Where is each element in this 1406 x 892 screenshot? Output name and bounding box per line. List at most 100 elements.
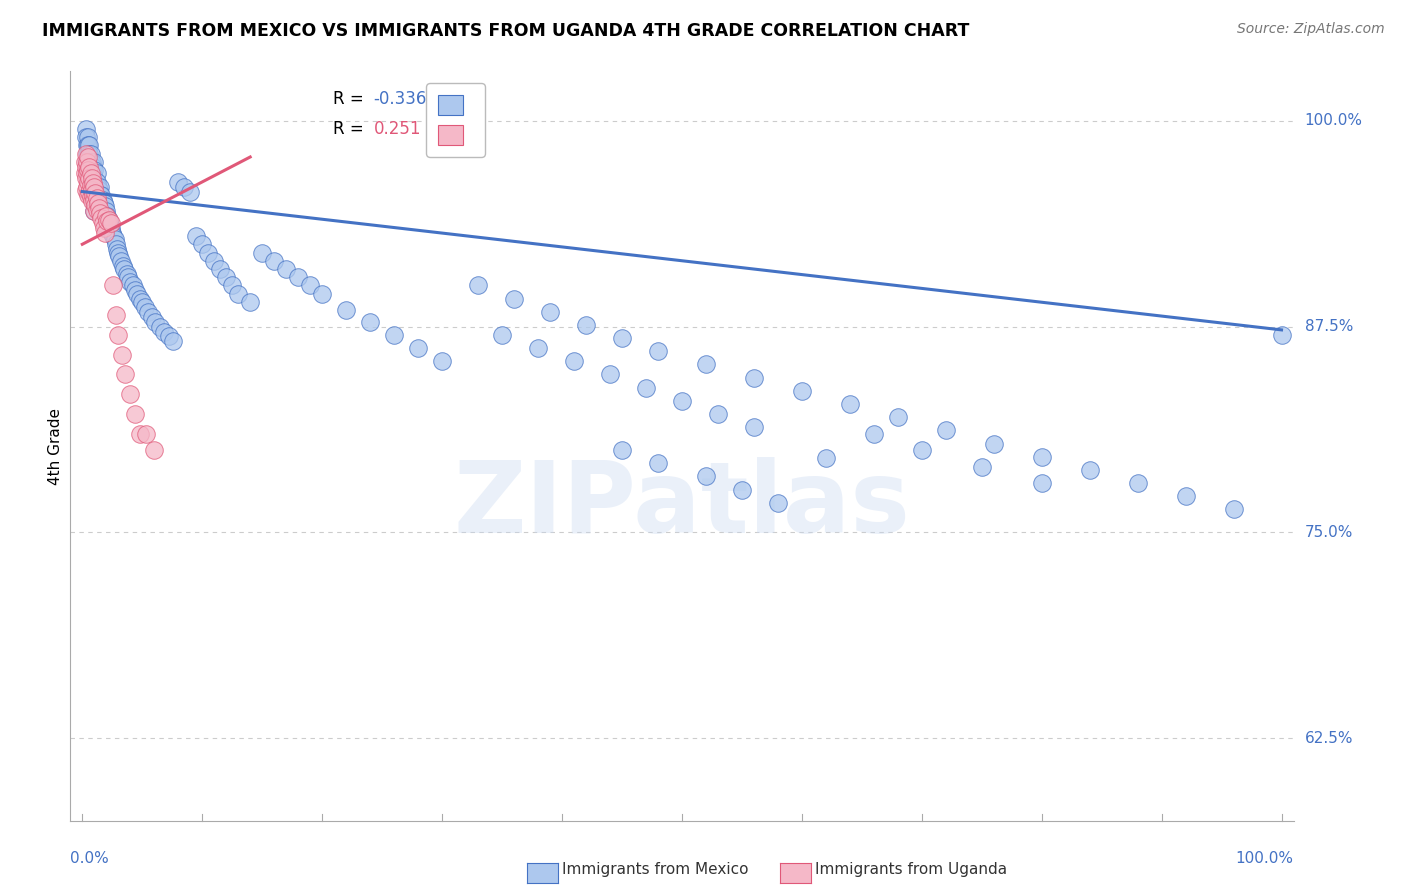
Text: 52: 52 bbox=[456, 120, 477, 138]
Point bbox=[191, 237, 214, 252]
Point bbox=[983, 436, 1005, 450]
Point bbox=[83, 204, 105, 219]
Point bbox=[634, 380, 657, 394]
Point bbox=[79, 155, 101, 169]
Point bbox=[79, 171, 101, 186]
Point bbox=[124, 284, 146, 298]
Point bbox=[97, 212, 120, 227]
Point bbox=[112, 262, 135, 277]
Point bbox=[91, 216, 114, 230]
Point bbox=[91, 193, 114, 207]
Point bbox=[107, 327, 129, 342]
Point bbox=[162, 334, 184, 349]
Point bbox=[107, 245, 129, 260]
Point bbox=[77, 138, 100, 153]
Point bbox=[131, 294, 153, 309]
Point bbox=[79, 146, 101, 161]
Point bbox=[287, 270, 309, 285]
Point bbox=[311, 286, 333, 301]
Point bbox=[84, 186, 107, 201]
Point bbox=[98, 218, 121, 232]
Point bbox=[104, 237, 127, 252]
Point bbox=[790, 384, 813, 398]
Point bbox=[76, 166, 98, 180]
Point bbox=[90, 187, 112, 202]
Point bbox=[83, 204, 105, 219]
Point bbox=[153, 325, 176, 339]
Point bbox=[173, 179, 195, 194]
Point bbox=[114, 368, 136, 382]
Point bbox=[83, 193, 105, 207]
Point bbox=[127, 286, 149, 301]
Point bbox=[79, 146, 101, 161]
Point bbox=[838, 397, 860, 411]
Point bbox=[79, 160, 101, 174]
Point bbox=[145, 315, 167, 329]
Point bbox=[120, 387, 142, 401]
Point bbox=[647, 344, 669, 359]
Point bbox=[491, 327, 513, 342]
Point bbox=[430, 354, 453, 368]
Point bbox=[149, 319, 172, 334]
Point bbox=[86, 202, 108, 217]
Point bbox=[157, 329, 180, 343]
Point bbox=[128, 426, 150, 441]
Point bbox=[82, 177, 104, 191]
Point bbox=[143, 443, 166, 458]
Point bbox=[97, 220, 120, 235]
Point bbox=[527, 341, 550, 355]
Point bbox=[73, 166, 96, 180]
Point bbox=[79, 178, 101, 192]
Point bbox=[538, 305, 561, 319]
Point bbox=[76, 179, 98, 194]
Point bbox=[671, 393, 693, 408]
Text: IMMIGRANTS FROM MEXICO VS IMMIGRANTS FROM UGANDA 4TH GRADE CORRELATION CHART: IMMIGRANTS FROM MEXICO VS IMMIGRANTS FRO… bbox=[42, 22, 970, 40]
Point bbox=[239, 294, 262, 309]
Point bbox=[86, 175, 108, 189]
Point bbox=[1222, 502, 1244, 516]
Point bbox=[89, 179, 111, 194]
Point bbox=[79, 163, 101, 178]
Point bbox=[76, 155, 98, 169]
Point bbox=[75, 160, 97, 174]
Point bbox=[766, 496, 789, 510]
Point bbox=[97, 212, 120, 227]
Point bbox=[103, 229, 125, 244]
Point bbox=[90, 196, 112, 211]
Point bbox=[112, 259, 135, 273]
Point bbox=[87, 183, 110, 197]
Point bbox=[359, 315, 381, 329]
Point bbox=[83, 187, 105, 202]
Point bbox=[80, 194, 103, 209]
Point bbox=[742, 420, 765, 434]
Text: R =: R = bbox=[333, 120, 364, 138]
Text: N =: N = bbox=[425, 120, 457, 138]
Point bbox=[79, 185, 101, 199]
Point bbox=[1031, 476, 1053, 491]
Point bbox=[100, 220, 122, 235]
Point bbox=[77, 130, 100, 145]
Text: 0.0%: 0.0% bbox=[70, 851, 110, 866]
Point bbox=[75, 183, 97, 197]
Point bbox=[120, 275, 142, 289]
Point bbox=[299, 278, 322, 293]
Point bbox=[862, 426, 884, 441]
Point bbox=[87, 179, 110, 194]
Point bbox=[263, 253, 285, 268]
Point bbox=[77, 163, 100, 178]
Point bbox=[695, 469, 717, 483]
Point bbox=[911, 443, 934, 458]
Text: 87.5%: 87.5% bbox=[1305, 319, 1353, 334]
Point bbox=[96, 209, 118, 223]
Point bbox=[599, 368, 621, 382]
Point bbox=[136, 305, 159, 319]
Point bbox=[96, 212, 118, 227]
Text: R =: R = bbox=[333, 90, 364, 108]
Point bbox=[91, 201, 114, 215]
Point bbox=[115, 267, 138, 281]
Text: 138: 138 bbox=[456, 90, 488, 108]
Point bbox=[382, 327, 405, 342]
Point bbox=[562, 354, 585, 368]
Point bbox=[83, 179, 105, 194]
Point bbox=[1174, 489, 1197, 503]
